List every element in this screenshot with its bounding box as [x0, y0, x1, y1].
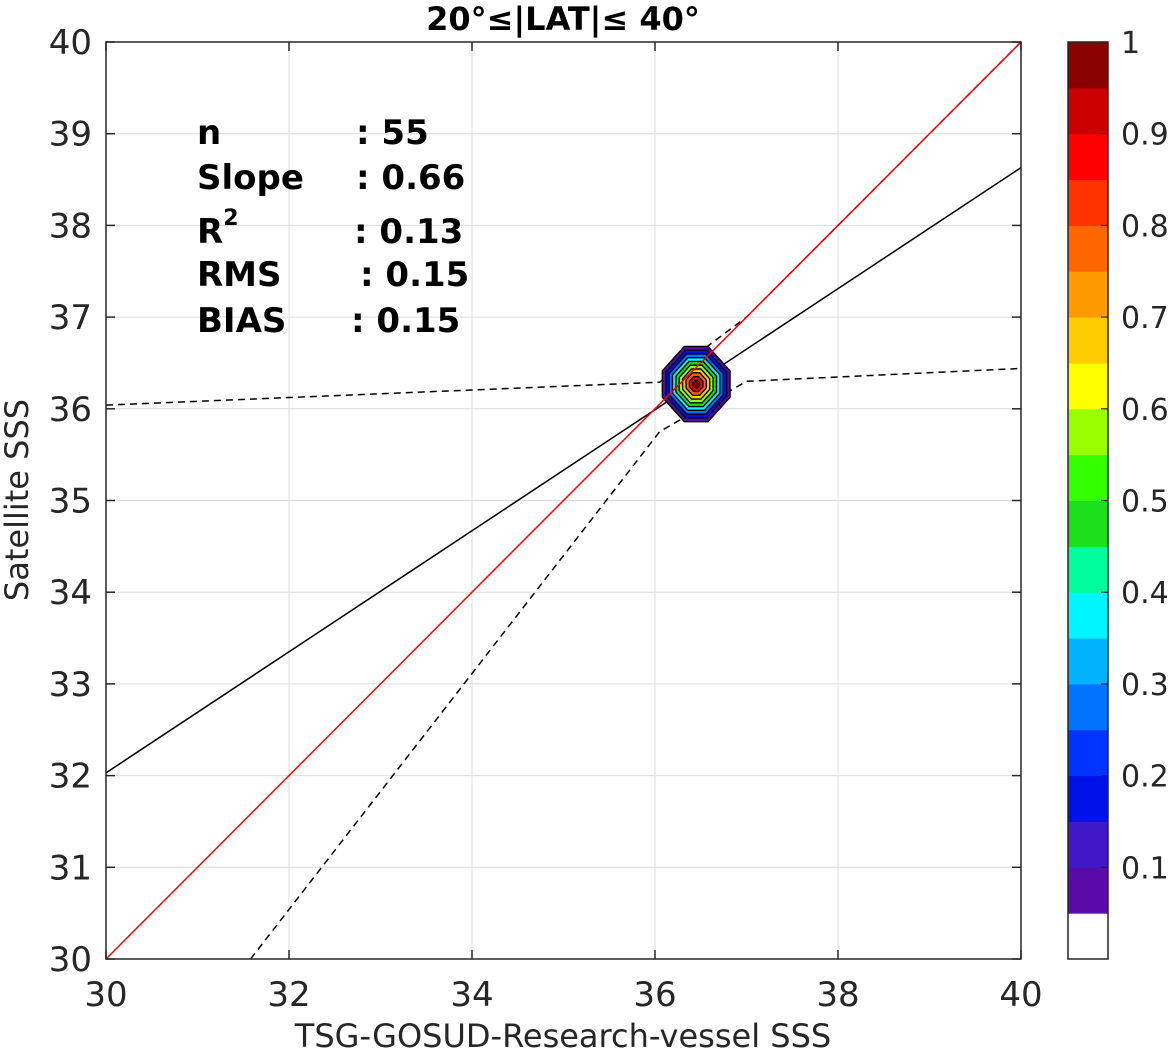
- colorbar-band: [1068, 87, 1108, 135]
- x-tick-label: 30: [84, 975, 127, 1015]
- stat-label: BIAS: [197, 301, 286, 341]
- stat-label: RMS: [197, 255, 282, 295]
- x-tick-label: 34: [450, 975, 493, 1015]
- colorbar-band: [1068, 913, 1108, 960]
- colorbar-band: [1068, 408, 1108, 456]
- colorbar-band: [1068, 500, 1108, 547]
- colorbar-band: [1068, 317, 1108, 364]
- colorbar-band: [1068, 133, 1108, 181]
- colorbar-tick-label: 0.3: [1121, 668, 1169, 703]
- colorbar-tick-label: 0.4: [1121, 576, 1169, 611]
- colorbar-band: [1068, 683, 1108, 731]
- stats-block: n : 55 Slope : 0.66 R2 : 0.13 RMS : 0.15 BIAS : 0…: [197, 113, 469, 341]
- colorbar-band: [1068, 271, 1108, 318]
- y-tick-label: 34: [49, 573, 92, 613]
- stat-label: Slope: [197, 158, 304, 198]
- y-tick-label: 38: [49, 206, 92, 246]
- stat-value: : 55: [356, 113, 429, 153]
- y-axis-label: Satellite SSS: [0, 399, 36, 601]
- y-tick-label: 31: [49, 848, 92, 888]
- y-tick-label: 36: [49, 390, 92, 430]
- colorbar-tick-label: 0.9: [1121, 118, 1169, 153]
- x-tick-label: 36: [633, 975, 676, 1015]
- stat-label: n: [197, 113, 221, 153]
- colorbar-band: [1068, 729, 1108, 777]
- colorbar-band: [1068, 867, 1108, 914]
- x-tick-label: 38: [816, 975, 859, 1015]
- colorbar-band: [1068, 638, 1108, 685]
- colorbar-band: [1068, 42, 1108, 89]
- density-contour: [692, 379, 701, 389]
- colorbar-tick-label: 0.8: [1121, 209, 1169, 244]
- colorbar-band: [1068, 775, 1108, 822]
- colorbar-band: [1068, 821, 1108, 868]
- colorbar: 0.1 0.2 0.3 0.4 0.5 0.6 0.7 0.8 0.9 1: [1067, 26, 1169, 960]
- y-tick-label: 39: [49, 115, 92, 155]
- colorbar-band: [1068, 592, 1108, 639]
- colorbar-tick-label: 1: [1121, 26, 1140, 61]
- stat-value: : 0.15: [351, 301, 460, 341]
- x-tick-label: 40: [999, 975, 1042, 1015]
- colorbar-band: [1068, 225, 1108, 272]
- stat-value: : 0.13: [354, 212, 463, 252]
- y-tick-label: 35: [49, 482, 92, 522]
- lower-bound-line: [249, 367, 1021, 959]
- y-tick-label: 40: [49, 23, 92, 63]
- y-tick-label: 30: [49, 940, 92, 980]
- upper-bound-line: [106, 42, 1021, 406]
- stat-value: : 0.15: [360, 255, 469, 295]
- y-tick-label: 37: [49, 298, 92, 338]
- y-tick-label: 32: [49, 757, 92, 797]
- chart-title: 20°≤|LAT|≤ 40°: [426, 0, 700, 39]
- x-tick-label: 32: [267, 975, 310, 1015]
- colorbar-band: [1068, 362, 1108, 410]
- colorbar-tick-label: 0.7: [1121, 301, 1169, 336]
- stat-label: R2: [197, 206, 239, 252]
- colorbar-band: [1068, 179, 1108, 226]
- colorbar-tick-label: 0.2: [1121, 760, 1169, 795]
- regression-line: [106, 167, 1021, 774]
- stat-label-superscript: 2: [223, 206, 238, 231]
- colorbar-tick-label: 0.6: [1121, 393, 1169, 428]
- identity-line: [106, 42, 1021, 959]
- stat-value: : 0.66: [356, 158, 465, 198]
- colorbar-tick-label: 0.1: [1121, 851, 1169, 886]
- x-axis-label: TSG-GOSUD-Research-vessel SSS: [294, 1017, 831, 1055]
- colorbar-tick-label: 0.5: [1121, 485, 1169, 520]
- colorbar-band: [1068, 546, 1108, 593]
- y-tick-label: 33: [49, 665, 92, 705]
- colorbar-band: [1068, 454, 1108, 501]
